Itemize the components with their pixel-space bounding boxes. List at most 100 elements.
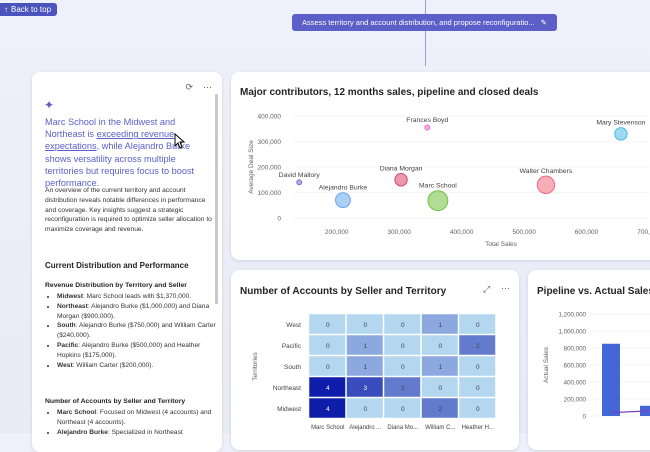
- point-label: Mary Stevenson: [596, 120, 645, 127]
- cell-value: 0: [438, 343, 442, 350]
- summary-card: ⟳ ⋯: [32, 72, 222, 452]
- y-axis-label: Territories: [252, 351, 259, 380]
- x-tick-label: 400,000: [450, 229, 474, 236]
- bubble-chart-card: Major contributors, 12 months sales, pip…: [231, 72, 650, 260]
- point-label: Marc School: [419, 183, 457, 190]
- cell-value: 1: [363, 364, 367, 371]
- cell-value: 2: [401, 385, 405, 392]
- point-label: Walter Chambers: [520, 168, 573, 175]
- row-label: West: [286, 322, 301, 329]
- list-item: West: William Carter ($200,000).: [57, 361, 222, 371]
- y-axis-label: Average Deal Size: [248, 140, 255, 194]
- bubble-point: [536, 175, 556, 195]
- accounts-heatmap-card: Number of Accounts by Seller and Territo…: [231, 270, 519, 450]
- list-item: Midwest: Marc School leads with $1,370,0…: [57, 292, 222, 302]
- y-tick-label: 600,000: [564, 363, 587, 370]
- heatmap-cell: [421, 376, 459, 398]
- prompt-chip[interactable]: Assess territory and account distributio…: [292, 14, 557, 31]
- cell-value: 4: [326, 385, 330, 392]
- summary-paragraph: An overview of the current territory and…: [45, 187, 212, 234]
- cell-value: 0: [401, 343, 405, 350]
- cell-value: 0: [363, 406, 367, 413]
- cell-value: 0: [363, 322, 367, 329]
- y-tick-label: 1,200,000: [558, 312, 586, 319]
- pipeline-card: Pipeline vs. Actual Sales 0 200,000 400,00…: [528, 270, 650, 450]
- bubble-point: [296, 179, 303, 186]
- heatmap-cell: [346, 334, 384, 356]
- chart-title: Pipeline vs. Actual Sales: [537, 286, 650, 297]
- list-item: Marc School: Focused on Midwest (4 accou…: [57, 408, 222, 428]
- row-label: Pacific: [282, 343, 302, 350]
- list-item: Pacific: Alejandro Burke ($500,000) and …: [57, 341, 222, 361]
- bubble-point: [424, 124, 431, 131]
- scrollbar[interactable]: [215, 94, 218, 304]
- heatmap-cell: [458, 334, 496, 356]
- list-item: Northeast: Alejandro Burke ($1,000,000) …: [57, 302, 222, 322]
- chart-title: Number of Accounts by Seller and Territo…: [240, 286, 447, 297]
- cell-value: 4: [326, 406, 330, 413]
- heatmap-cell: [383, 334, 421, 356]
- cell-value: 2: [438, 406, 442, 413]
- more-options-icon[interactable]: ⋯: [501, 283, 510, 293]
- bubble-chart: 0 100,000 200,000 300,000 400,000 200,000 300,…: [248, 114, 650, 249]
- cell-value: 0: [401, 406, 405, 413]
- mouse-cursor-icon: [174, 133, 186, 149]
- bubble-point: [427, 190, 449, 212]
- cell-value: 0: [476, 406, 480, 413]
- more-options-icon[interactable]: ⋯: [203, 82, 212, 92]
- copilot-icon[interactable]: ⟳: [185, 82, 193, 92]
- cell-value: 2: [476, 343, 480, 350]
- back-to-top-label: Back to top: [11, 5, 52, 14]
- point-label: Alejandro Burke: [319, 185, 368, 192]
- x-tick-label: 600,000: [575, 229, 599, 236]
- column-label: Diana Mo...: [387, 425, 418, 431]
- cell-value: 0: [476, 385, 480, 392]
- bubble-point: [614, 127, 628, 141]
- y-tick-label: 200,000: [258, 165, 282, 172]
- cell-value: 1: [363, 343, 367, 350]
- heatmap-cell: [346, 376, 384, 398]
- list-item: Alejandro Burke: Specialized in Northeas…: [57, 428, 222, 438]
- cell-value: 1: [438, 322, 442, 329]
- expand-icon[interactable]: ⤢: [483, 284, 491, 294]
- prompt-text: Assess territory and account distributio…: [302, 18, 535, 27]
- bar: [602, 343, 620, 416]
- cell-value: 0: [401, 322, 405, 329]
- column-label: Marc School: [311, 425, 344, 431]
- edit-icon[interactable]: ✎: [540, 18, 547, 27]
- heatmap-cell: [421, 355, 459, 377]
- heatmap-cell: [346, 313, 384, 335]
- heatmap: Territories West 0 0 0 1 0 Pacific 0 1 0 0 2 South 0 1 0…: [252, 313, 496, 431]
- point-label: David Mallory: [279, 172, 321, 179]
- heatmap-cell: [458, 397, 496, 419]
- point-label: Frances Boyd: [406, 117, 448, 124]
- x-tick-label: 300,000: [387, 229, 411, 236]
- y-tick-label: 1,000,000: [558, 329, 586, 336]
- pipeline-line: [610, 410, 650, 414]
- x-tick-label: 500,000: [512, 229, 536, 236]
- heatmap-cell: [383, 376, 421, 398]
- lead-text-rest: , while Alejandro Burke shows versatilit…: [45, 141, 195, 189]
- heatmap-cell: [308, 376, 346, 398]
- subheading: Number of Accounts by Seller and Territo…: [45, 398, 186, 405]
- column-label: Alejandro ...: [349, 425, 381, 431]
- cell-value: 0: [476, 364, 480, 371]
- lead-link[interactable]: exceeding revenue expectations: [45, 129, 175, 152]
- cell-value: 3: [363, 385, 367, 392]
- point-label: Diana Morgan: [380, 166, 423, 173]
- x-axis-label: Total Sales: [485, 241, 518, 248]
- heatmap-cell: [308, 313, 346, 335]
- subheading: Revenue Distribution by Territory and Se…: [45, 282, 187, 289]
- row-label: Northeast: [273, 385, 301, 392]
- column-label: Heather H...: [462, 425, 495, 431]
- heatmap-cell: [458, 355, 496, 377]
- back-to-top-button[interactable]: ↑ Back to top: [0, 3, 58, 16]
- y-tick-label: 0: [583, 414, 587, 421]
- heatmap-cell: [421, 313, 459, 335]
- heatmap-cell: [383, 355, 421, 377]
- heatmap-cell: [383, 313, 421, 335]
- cell-value: 0: [401, 364, 405, 371]
- arrow-up-icon: ↑: [4, 5, 8, 14]
- heatmap-cell: [346, 355, 384, 377]
- bar-chart: 0 200,000 400,000 600,000 800,000 1,000,000 1,…: [543, 312, 650, 421]
